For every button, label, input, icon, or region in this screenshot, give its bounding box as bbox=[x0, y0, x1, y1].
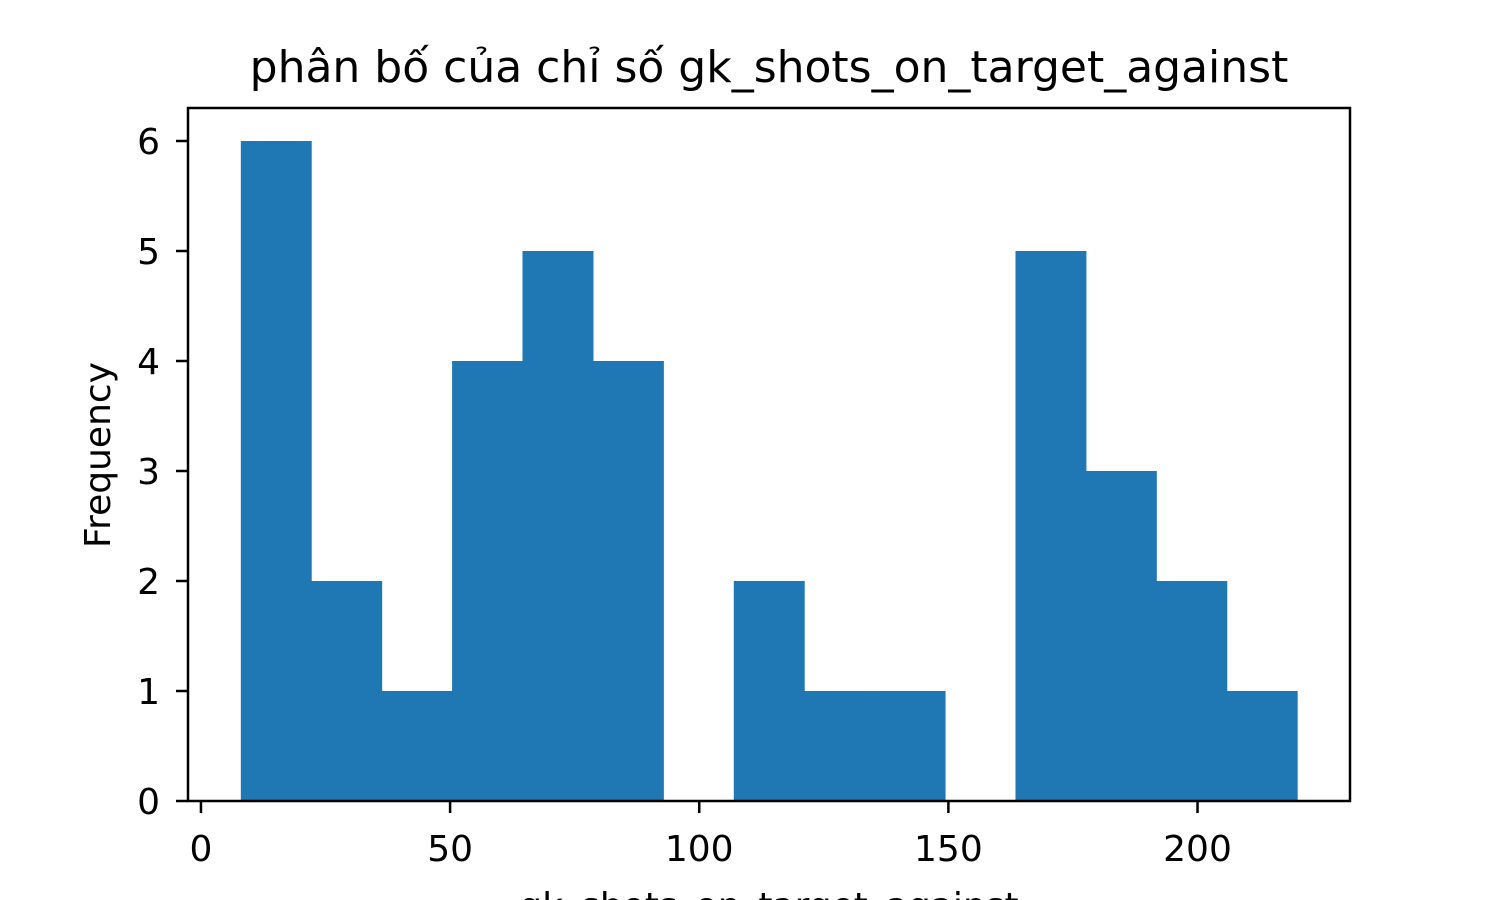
plot-frame bbox=[186, 106, 1352, 803]
x-tick-label-4: 200 bbox=[1163, 829, 1232, 870]
x-tick-label-3: 150 bbox=[914, 829, 983, 870]
bars-group bbox=[240, 141, 1298, 801]
y-axis-ticks: 0 1 2 3 4 5 6 bbox=[137, 122, 188, 823]
x-tick-label-1: 50 bbox=[427, 829, 473, 870]
histogram-bar-3 bbox=[452, 361, 523, 801]
y-tick-label-2: 2 bbox=[137, 562, 160, 603]
histogram-bar-12 bbox=[1085, 471, 1157, 801]
x-tick-label-2: 100 bbox=[665, 829, 734, 870]
x-tick-label-0: 0 bbox=[190, 829, 213, 870]
y-axis-label: Frequency bbox=[78, 362, 119, 548]
histogram-bar-7 bbox=[733, 581, 805, 801]
histogram-bar-13 bbox=[1156, 581, 1228, 801]
x-axis-ticks: 0 50 100 150 200 bbox=[190, 801, 1232, 870]
histogram-bar-0 bbox=[240, 141, 312, 801]
histogram-bar-9 bbox=[874, 691, 946, 801]
y-tick-label-3: 3 bbox=[137, 452, 160, 493]
x-axis-label: gk_shots_on_target_against bbox=[519, 886, 1018, 900]
y-tick-label-1: 1 bbox=[137, 672, 160, 713]
y-tick-label-6: 6 bbox=[137, 122, 160, 163]
histogram-bar-2 bbox=[381, 691, 453, 801]
y-tick-label-5: 5 bbox=[137, 232, 160, 273]
histogram-bar-4 bbox=[522, 251, 594, 801]
histogram-bar-8 bbox=[804, 691, 876, 801]
histogram-bar-14 bbox=[1226, 691, 1298, 801]
y-tick-label-4: 4 bbox=[137, 342, 160, 383]
histogram-bar-1 bbox=[311, 581, 383, 801]
histogram-bar-5 bbox=[592, 361, 664, 801]
histogram-bar-11 bbox=[1015, 251, 1087, 801]
y-tick-label-0: 0 bbox=[137, 782, 160, 823]
chart-title: phân bố của chỉ số gk_shots_on_target_ag… bbox=[250, 42, 1289, 93]
